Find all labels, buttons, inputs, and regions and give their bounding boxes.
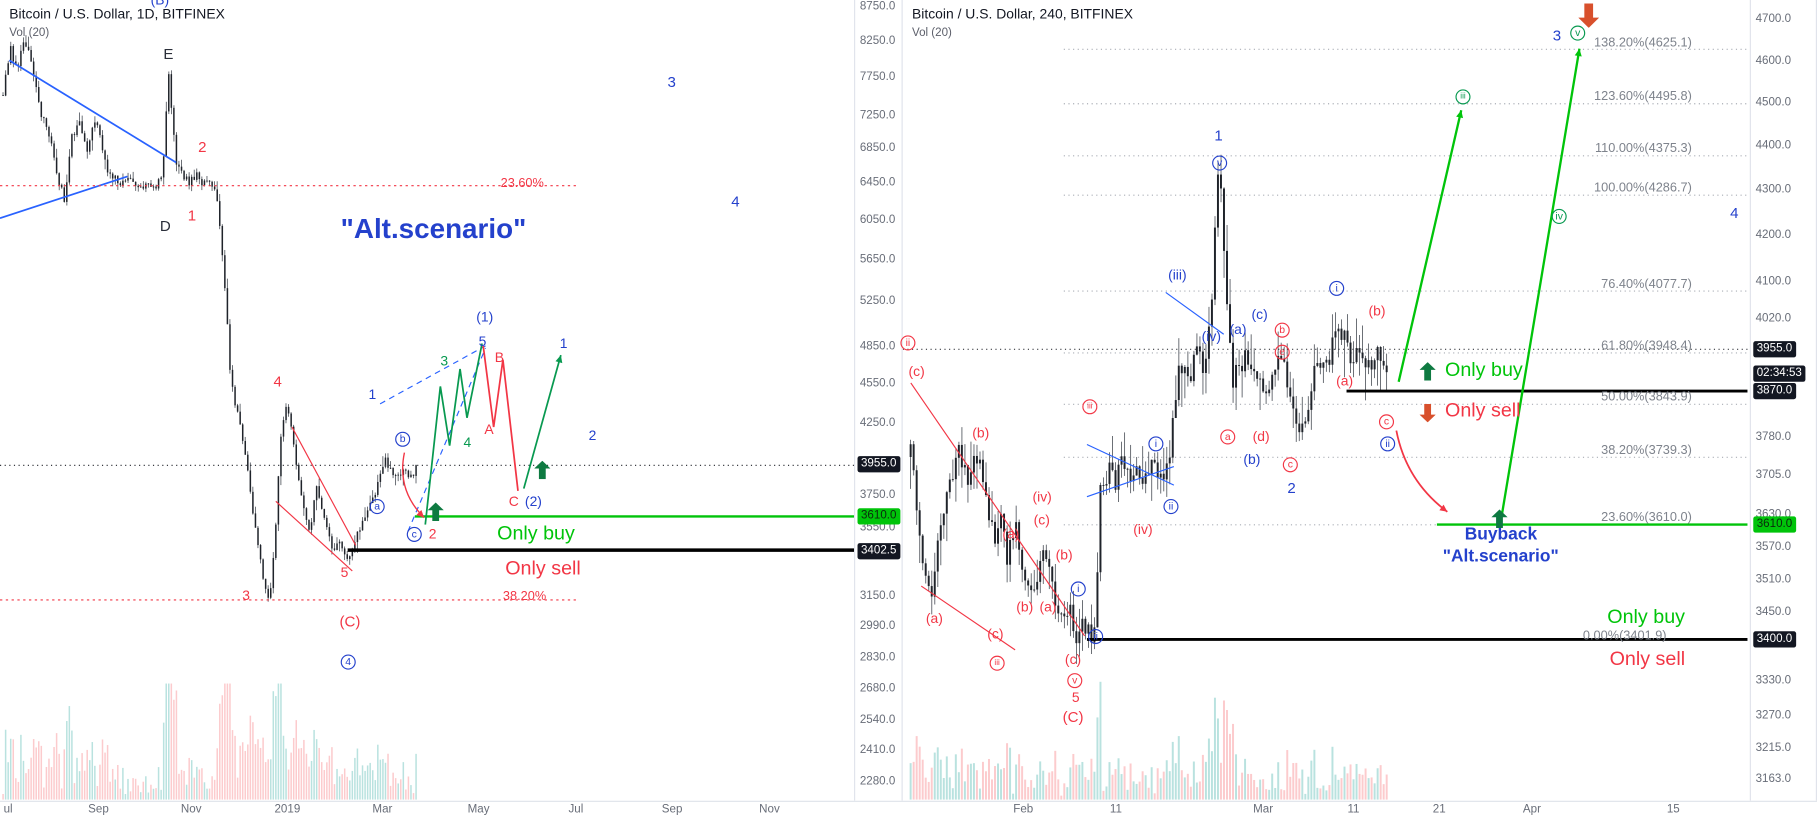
price-tick: 6050.0 bbox=[859, 213, 896, 226]
price-badge: 3400.0 bbox=[1753, 631, 1796, 648]
time-tick: Jul bbox=[568, 803, 584, 816]
price-tick: 3450.0 bbox=[1755, 605, 1792, 619]
price-tick: 2280.0 bbox=[859, 775, 896, 789]
price-tick: 5250.0 bbox=[859, 294, 896, 308]
time-tick: 15 bbox=[1666, 803, 1680, 816]
time-tick: Apr bbox=[1522, 803, 1541, 816]
price-tick: 2990.0 bbox=[859, 619, 896, 633]
left-chart-indicator: Vol (20) bbox=[9, 26, 50, 40]
price-tick: 3150.0 bbox=[859, 589, 896, 603]
price-tick: 2540.0 bbox=[859, 713, 896, 727]
time-tick: Feb bbox=[1013, 803, 1034, 816]
time-tick: Mar bbox=[1253, 803, 1274, 816]
price-badge: 02:34:53 bbox=[1753, 364, 1806, 382]
price-tick: 3750.0 bbox=[859, 488, 896, 502]
price-tick: 6450.0 bbox=[859, 176, 896, 189]
price-tick: 2410.0 bbox=[859, 743, 896, 757]
left-chart-panel[interactable]: Bitcoin / U.S. Dollar, 1D, BITFINEX Vol … bbox=[0, 0, 855, 801]
price-tick: 4020.0 bbox=[1755, 312, 1792, 326]
price-tick: 5650.0 bbox=[859, 252, 896, 266]
right-svg[interactable] bbox=[902, 0, 1750, 801]
price-badge: 3955.0 bbox=[1753, 341, 1796, 358]
price-badge: 3402.5 bbox=[857, 542, 900, 559]
price-tick: 4850.0 bbox=[859, 340, 896, 354]
left-svg[interactable] bbox=[0, 0, 855, 801]
time-tick: 2019 bbox=[274, 803, 301, 816]
right-chart-panel[interactable]: Bitcoin / U.S. Dollar, 240, BITFINEX Vol… bbox=[902, 0, 1750, 801]
price-tick: 4300.0 bbox=[1755, 183, 1792, 197]
left-axis[interactable]: 8750.0 8250.0 7750.0 7250.0 6850.0 6450.0 6050… bbox=[854, 0, 903, 801]
price-tick: 6850.0 bbox=[859, 141, 896, 155]
price-tick: 4700.0 bbox=[1755, 12, 1792, 26]
time-tick: 21 bbox=[1432, 803, 1446, 816]
time-tick: Mar bbox=[372, 803, 393, 816]
price-badge: 3610.0 bbox=[857, 508, 900, 525]
left-chart-header: Bitcoin / U.S. Dollar, 1D, BITFINEX Vol … bbox=[9, 6, 225, 40]
time-tick: 11 bbox=[1347, 803, 1360, 816]
price-tick: 8750.0 bbox=[859, 0, 896, 14]
price-tick: 3705.0 bbox=[1755, 469, 1792, 482]
price-tick: 4500.0 bbox=[1755, 96, 1792, 109]
price-tick: 4550.0 bbox=[859, 377, 896, 391]
right-chart-indicator: Vol (20) bbox=[911, 26, 952, 40]
price-tick: 8250.0 bbox=[859, 34, 896, 48]
time-axis[interactable]: ul Sep Nov 2019 Mar May Jul Sep Nov Feb 11 Mar 11 21 A… bbox=[0, 800, 1817, 817]
price-badge: 3610.0 bbox=[1753, 516, 1796, 533]
time-tick: Nov bbox=[759, 803, 780, 816]
price-tick: 3330.0 bbox=[1755, 673, 1792, 687]
price-tick: 3780.0 bbox=[1755, 430, 1792, 444]
price-tick: 3215.0 bbox=[1755, 741, 1792, 755]
price-tick: 4200.0 bbox=[1755, 228, 1792, 242]
price-tick: 4100.0 bbox=[1755, 274, 1792, 288]
price-tick: 4400.0 bbox=[1755, 139, 1792, 153]
price-tick: 7250.0 bbox=[859, 108, 896, 122]
price-tick: 4600.0 bbox=[1755, 53, 1792, 67]
time-tick: ul bbox=[3, 803, 13, 816]
right-chart-title: Bitcoin / U.S. Dollar, 240, BITFINEX bbox=[911, 5, 1133, 23]
time-tick: Nov bbox=[180, 803, 202, 816]
time-tick: Sep bbox=[661, 803, 683, 816]
price-tick: 3163.0 bbox=[1755, 772, 1792, 786]
price-tick: 7750.0 bbox=[859, 70, 896, 84]
right-chart-header: Bitcoin / U.S. Dollar, 240, BITFINEX Vol… bbox=[912, 6, 1133, 40]
right-axis[interactable]: 4700.0 4600.0 4500.0 4400.0 4300.0 4200.0 4100… bbox=[1749, 0, 1817, 801]
price-badge: 3870.0 bbox=[1753, 383, 1796, 400]
price-tick: 2830.0 bbox=[859, 651, 896, 664]
price-tick: 3510.0 bbox=[1755, 572, 1792, 586]
price-tick: 3270.0 bbox=[1755, 708, 1792, 722]
time-tick: May bbox=[467, 803, 490, 816]
time-tick: Sep bbox=[88, 803, 109, 816]
price-badge: 3955.0 bbox=[857, 455, 900, 473]
price-tick: 2680.0 bbox=[859, 682, 896, 696]
price-tick: 4250.0 bbox=[859, 416, 896, 430]
time-tick: 11 bbox=[1109, 803, 1122, 816]
price-tick: 3570.0 bbox=[1755, 540, 1792, 554]
left-chart-title: Bitcoin / U.S. Dollar, 1D, BITFINEX bbox=[9, 5, 225, 23]
